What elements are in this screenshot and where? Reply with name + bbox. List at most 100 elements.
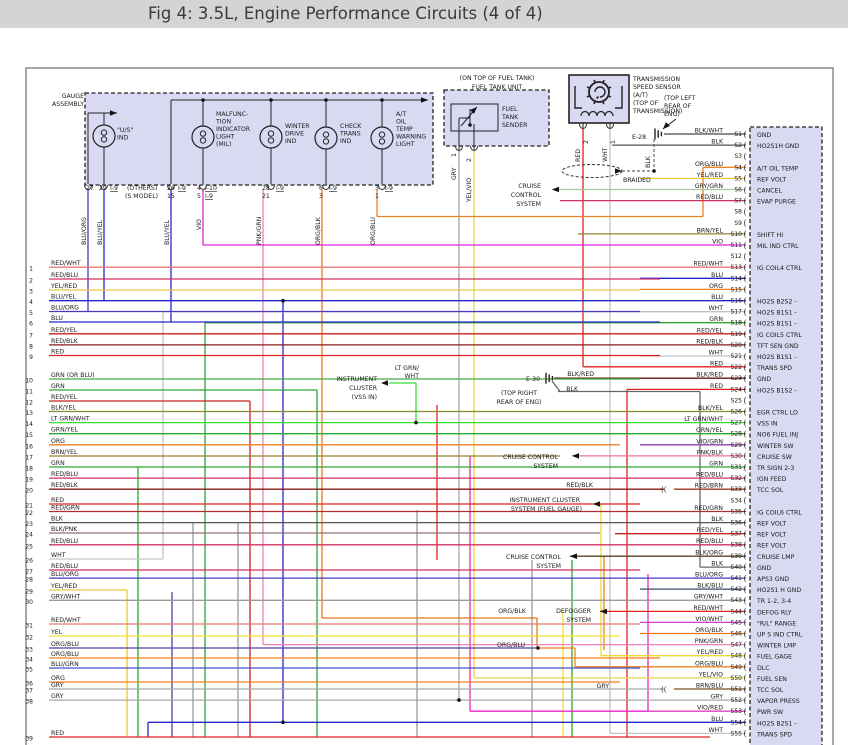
- diagram-label: I-9: [178, 185, 186, 192]
- pin-number: S31: [731, 464, 743, 471]
- pin-socket: (: [744, 363, 747, 372]
- pin-number: S40: [731, 564, 743, 571]
- pin-socket: (: [744, 707, 747, 716]
- pin-wire-label: GRN/YEL: [696, 427, 723, 434]
- diagram-label: INSTRUMENT: [336, 376, 377, 383]
- pin-number: S15: [731, 286, 743, 293]
- arrowhead-icon: [600, 608, 607, 615]
- pin-wire-label: RED/YEL: [697, 327, 724, 334]
- pin-function-label: GND: [757, 376, 771, 383]
- diagram-label: I-9: [329, 185, 337, 192]
- diagram-label: CLUSTER: [349, 385, 378, 392]
- bulb-label: DRIVE: [285, 131, 304, 138]
- pin-wire-label: BLK/WHT: [695, 128, 724, 135]
- pin-socket: (: [744, 441, 747, 450]
- pin-number: S1: [734, 131, 742, 138]
- wire-color-label: RED/BLU: [51, 563, 78, 570]
- diagram-label: 29: [99, 185, 107, 192]
- pin-function-label: HO2S B2S1 -: [757, 720, 797, 727]
- diagram-label: E-30: [526, 376, 540, 383]
- pin-wire-label: RED/BLU: [696, 472, 723, 479]
- junction-dot: [414, 420, 418, 425]
- row-number: 2: [29, 278, 33, 285]
- arrowhead-icon: [663, 122, 670, 129]
- pin-wire-label: RED/WHT: [693, 261, 723, 268]
- pin-number: S42: [731, 586, 743, 593]
- pin-number: S53: [731, 708, 743, 715]
- pin-socket: (: [744, 552, 747, 561]
- pin-function-label: REF VOLT: [757, 543, 786, 550]
- diagram-label: 2: [583, 140, 590, 144]
- row-number: 38: [25, 699, 33, 706]
- title-bar: Fig 4: 3.5L, Engine Performance Circuits…: [0, 0, 848, 28]
- pin-number: S29: [731, 442, 743, 449]
- pin-socket: (: [744, 718, 747, 727]
- diagram-label: (OTHERS): [127, 185, 157, 192]
- diagram-label: CRUISE CONTROL: [503, 454, 559, 461]
- pin-number: S32: [731, 475, 743, 482]
- pin-function-label: MIL IND CTRL: [757, 243, 799, 250]
- wire-color-label: LT GRN/WHT: [51, 416, 90, 423]
- wire-color-label: RED/BLK: [51, 338, 79, 345]
- pin-wire-label: BLK: [711, 516, 724, 523]
- pin-function-label: EVAP PURGE: [757, 199, 796, 206]
- arrowhead-icon: [570, 553, 577, 559]
- pin-socket: (: [744, 696, 747, 705]
- pin-wire-label: RED/WHT: [693, 605, 723, 612]
- pin-number: S30: [731, 453, 743, 460]
- pin-number: S14: [731, 275, 743, 282]
- pin-wire-label: ORG/BLU: [695, 660, 723, 667]
- pin-wire-label: YEL/RED: [696, 649, 723, 656]
- wire-color-label: BLK/YEL: [51, 405, 77, 412]
- row-number: 32: [25, 635, 33, 642]
- wire-color-label: GRY: [51, 682, 64, 689]
- diagram-label: BLK: [645, 155, 652, 168]
- diagram-label: ASSEMBLY: [52, 101, 84, 108]
- pin-number: S27: [731, 420, 743, 427]
- diagram-label: ((: [661, 486, 667, 494]
- pin-function-label: HO2S B1S1 -: [757, 354, 797, 361]
- diagram-label: 3: [319, 193, 323, 200]
- pin-number: S16: [731, 298, 743, 305]
- pin-number: S23: [731, 375, 743, 382]
- row-number: 37: [25, 688, 33, 695]
- pin-number: S18: [731, 320, 743, 327]
- pin-number: S26: [731, 409, 743, 416]
- connector-arcs: [84, 123, 614, 190]
- pin-socket: (: [744, 529, 747, 538]
- diagram-label: 28: [262, 185, 270, 192]
- bulb-label: INDICATOR: [216, 126, 251, 133]
- diagram-label: 6: [319, 185, 323, 192]
- pin-socket: (: [744, 585, 747, 594]
- pin-socket: (: [744, 407, 747, 416]
- wire-color-label: RED/GRN: [51, 505, 80, 512]
- diagram-label: YEL/VIO: [466, 178, 473, 203]
- wire-color-label: RED/BLU: [51, 272, 78, 279]
- wire-color-label: YEL/RED: [50, 583, 77, 590]
- pin-socket: (: [744, 196, 747, 205]
- diagram-label: REAR OF ENG): [497, 399, 542, 406]
- boxes: [25, 67, 834, 745]
- wire-color-label: BRN/YEL: [51, 449, 78, 456]
- pin-number: S50: [731, 675, 743, 682]
- pin-number: S52: [731, 697, 743, 704]
- pin-number: S13: [731, 264, 743, 271]
- pin-wire-label: RED/BLK: [696, 338, 724, 345]
- diagram-label: ORG/BLU: [370, 217, 377, 245]
- gauge-assembly-box: [84, 92, 434, 186]
- diagram-label: GAUGE: [62, 93, 84, 100]
- wires: [87, 99, 746, 737]
- row-number: 10: [25, 378, 33, 385]
- pin-socket: (: [744, 396, 747, 405]
- wire-color-label: RED/WHT: [51, 617, 81, 624]
- pin-socket: (: [744, 652, 747, 661]
- diagram-label: RED: [575, 149, 582, 162]
- pin-wire-label: LT GRN/WHT: [684, 416, 723, 423]
- pin-function-label: CRUISE SW: [757, 454, 792, 461]
- row-number: 24: [25, 532, 33, 539]
- pin-number: S34: [731, 497, 743, 504]
- ground-icon: [545, 372, 554, 384]
- bulb-label: TRANS: [339, 131, 361, 138]
- pin-wire-label: BLK: [711, 560, 724, 567]
